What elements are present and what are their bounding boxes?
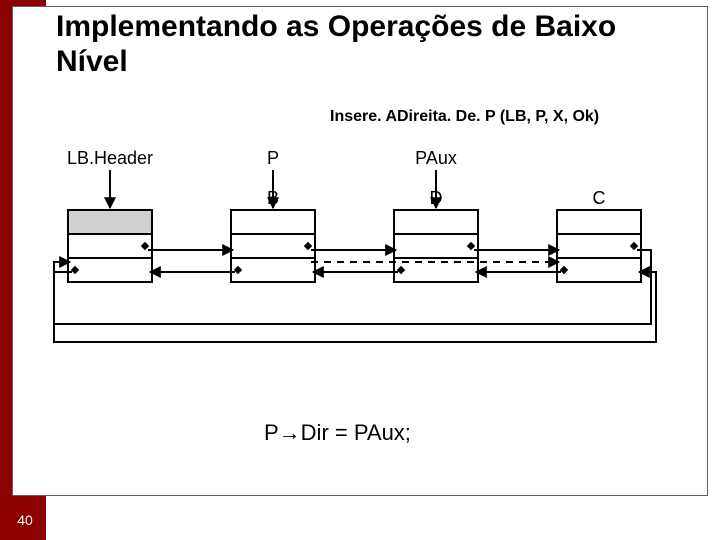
pointer-label-p: P [267,148,279,168]
code-line: P→Dir = PAux; [264,420,411,446]
node-label-C: C [593,188,606,208]
pointer-label-lb-header: LB.Header [67,148,153,168]
linked-list-diagram: BDCLB.HeaderPPAux [40,146,680,366]
pointer-label-paux: PAux [415,148,457,168]
slide: Implementando as Operações de Baixo Níve… [0,0,720,540]
page-title: Implementando as Operações de Baixo Níve… [56,10,696,79]
diagram-svg: BDCLB.HeaderPPAux [40,146,680,366]
function-signature: Insere. ADireita. De. P (LB, P, X, Ok) [330,108,599,126]
page-number: 40 [10,512,40,528]
